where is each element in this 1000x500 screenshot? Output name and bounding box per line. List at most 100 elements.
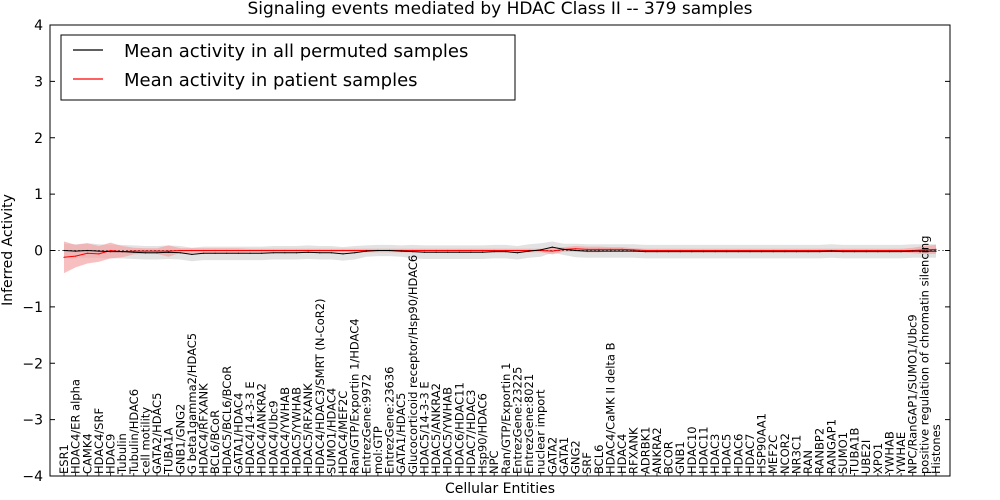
series-1-point bbox=[644, 249, 646, 252]
x-tick-label: HDAC4/ER alpha bbox=[69, 379, 83, 474]
series-0-point bbox=[749, 251, 751, 253]
x-tick-label: HDAC5/YWHAB bbox=[290, 387, 304, 474]
x-tick-label: BCOR bbox=[662, 441, 676, 474]
series-0-point bbox=[819, 251, 821, 253]
x-tick-label: HDAC5/ANKRA2 bbox=[429, 383, 443, 474]
legend-box bbox=[60, 34, 516, 101]
series-0-point bbox=[63, 249, 65, 252]
x-tick-label: NPC bbox=[487, 450, 501, 474]
series-0-point bbox=[644, 251, 646, 253]
x-tick-label: GATA1 bbox=[557, 437, 571, 474]
series-0-point bbox=[935, 250, 937, 252]
series-0-point bbox=[900, 251, 902, 253]
x-tick-label: Ran/GTP/Exportin 1 bbox=[499, 363, 513, 474]
x-tick-label: HDAC4/ANKRA2 bbox=[255, 383, 269, 474]
series-1-point bbox=[470, 249, 472, 252]
plot-layer bbox=[50, 241, 950, 274]
x-tick-label: HDAC5/14-3-3 E bbox=[417, 381, 431, 474]
series-1-point bbox=[621, 248, 623, 250]
series-0-point bbox=[191, 253, 193, 255]
series-0-point bbox=[877, 251, 879, 253]
x-tick-label: BCL6/BCoR bbox=[208, 410, 222, 474]
x-tick-label: GNB1 bbox=[673, 441, 687, 474]
y-tick-label: 4 bbox=[34, 18, 43, 34]
series-1-point bbox=[354, 249, 356, 252]
x-tick-label: SRF bbox=[580, 452, 594, 474]
series-1-point bbox=[342, 249, 344, 252]
x-tick-label: Hsp90/HDAC6 bbox=[476, 393, 490, 474]
series-0-point bbox=[493, 251, 495, 253]
x-tick-label: GATA2/HDAC5 bbox=[150, 393, 164, 474]
series-0-point bbox=[284, 252, 286, 254]
x-tick-label: HDAC5/RFXANK bbox=[301, 383, 315, 474]
series-1-point bbox=[144, 250, 146, 252]
series-1-point bbox=[668, 249, 670, 252]
series-0-point bbox=[249, 252, 251, 254]
y-tick-label: 2 bbox=[34, 131, 43, 147]
series-0-point bbox=[272, 252, 274, 254]
x-tick-label: RANBP2 bbox=[813, 428, 827, 474]
series-1-point bbox=[609, 248, 612, 250]
series-0-point bbox=[679, 251, 681, 253]
x-tick-label: positive regulation of chromatin silenci… bbox=[917, 236, 931, 474]
series-1-point bbox=[319, 249, 321, 252]
y-tick-label: 1 bbox=[34, 187, 43, 203]
series-1-point bbox=[819, 249, 821, 252]
series-0-point bbox=[633, 250, 635, 252]
x-tick-label: ANKRA2 bbox=[650, 427, 664, 474]
x-tick-label: EntrezGene:23225 bbox=[510, 367, 524, 474]
series-0-point bbox=[854, 251, 856, 253]
series-0-point bbox=[214, 252, 216, 254]
series-0-point bbox=[668, 251, 670, 253]
series-0-point bbox=[226, 252, 228, 254]
x-tick-label: GATA1/HDAC4 bbox=[231, 393, 245, 474]
x-tick-label: SUMO1 bbox=[836, 432, 850, 474]
x-tick-label: TUBA1B bbox=[848, 427, 862, 475]
series-0-point bbox=[516, 252, 519, 254]
series-0-point bbox=[540, 249, 542, 251]
x-tick-label: HDAC5 bbox=[720, 434, 734, 474]
x-tick-label: Tubulin bbox=[115, 433, 129, 475]
x-tick-label: YWHAE bbox=[894, 432, 908, 475]
series-1-point bbox=[98, 253, 100, 255]
series-0-point bbox=[609, 250, 612, 252]
series-0-point bbox=[621, 250, 623, 252]
series-0-point bbox=[702, 251, 705, 253]
series-1-point bbox=[598, 248, 600, 250]
series-0-point bbox=[528, 250, 530, 252]
series-0-point bbox=[144, 252, 146, 254]
series-0-point bbox=[784, 251, 786, 253]
series-0-point bbox=[714, 251, 716, 253]
series-0-point bbox=[598, 250, 600, 252]
x-tick-label: HDAC4/RFXANK bbox=[197, 383, 211, 474]
x-tick-label: HDAC9 bbox=[104, 434, 118, 474]
x-tick-label: RFXANK bbox=[627, 427, 641, 474]
series-1-point bbox=[109, 249, 112, 252]
y-axis-label: Inferred Activity bbox=[0, 194, 16, 306]
x-tick-label: XPO1 bbox=[871, 443, 885, 474]
x-tick-label: HDAC11 bbox=[697, 426, 711, 474]
series-1-point bbox=[923, 249, 926, 251]
x-tick-label: HDAC4 bbox=[615, 434, 629, 474]
series-0-point bbox=[342, 253, 344, 255]
series-0-point bbox=[435, 251, 437, 253]
x-tick-label: YWHAB bbox=[883, 431, 897, 475]
y-tick-label: −2 bbox=[22, 356, 43, 372]
series-0-point bbox=[656, 251, 658, 253]
series-0-point bbox=[470, 251, 472, 253]
legend-label-patient: Mean activity in patient samples bbox=[124, 70, 418, 91]
series-1-point bbox=[412, 249, 414, 252]
series-0-point bbox=[86, 249, 88, 252]
x-tick-label: HDAC3 bbox=[708, 434, 722, 474]
series-0-point bbox=[737, 251, 739, 253]
series-0-point bbox=[726, 251, 728, 253]
series-1-point bbox=[249, 249, 251, 252]
series-1-point bbox=[586, 248, 588, 250]
series-1-point bbox=[679, 249, 681, 252]
series-0-point bbox=[98, 250, 100, 252]
series-0-point bbox=[691, 251, 693, 253]
x-tick-label: NPC/RanGAP1/SUMO1/Ubc9 bbox=[906, 314, 920, 474]
series-1-point bbox=[493, 249, 495, 252]
x-tick-label: Histones bbox=[929, 424, 943, 474]
